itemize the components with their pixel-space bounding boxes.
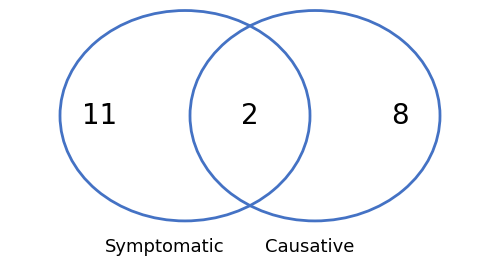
Text: 8: 8 xyxy=(391,102,409,130)
Text: Causative: Causative xyxy=(266,238,354,256)
Text: 11: 11 xyxy=(82,102,118,130)
Text: 2: 2 xyxy=(241,102,259,130)
Text: Symptomatic: Symptomatic xyxy=(105,238,225,256)
